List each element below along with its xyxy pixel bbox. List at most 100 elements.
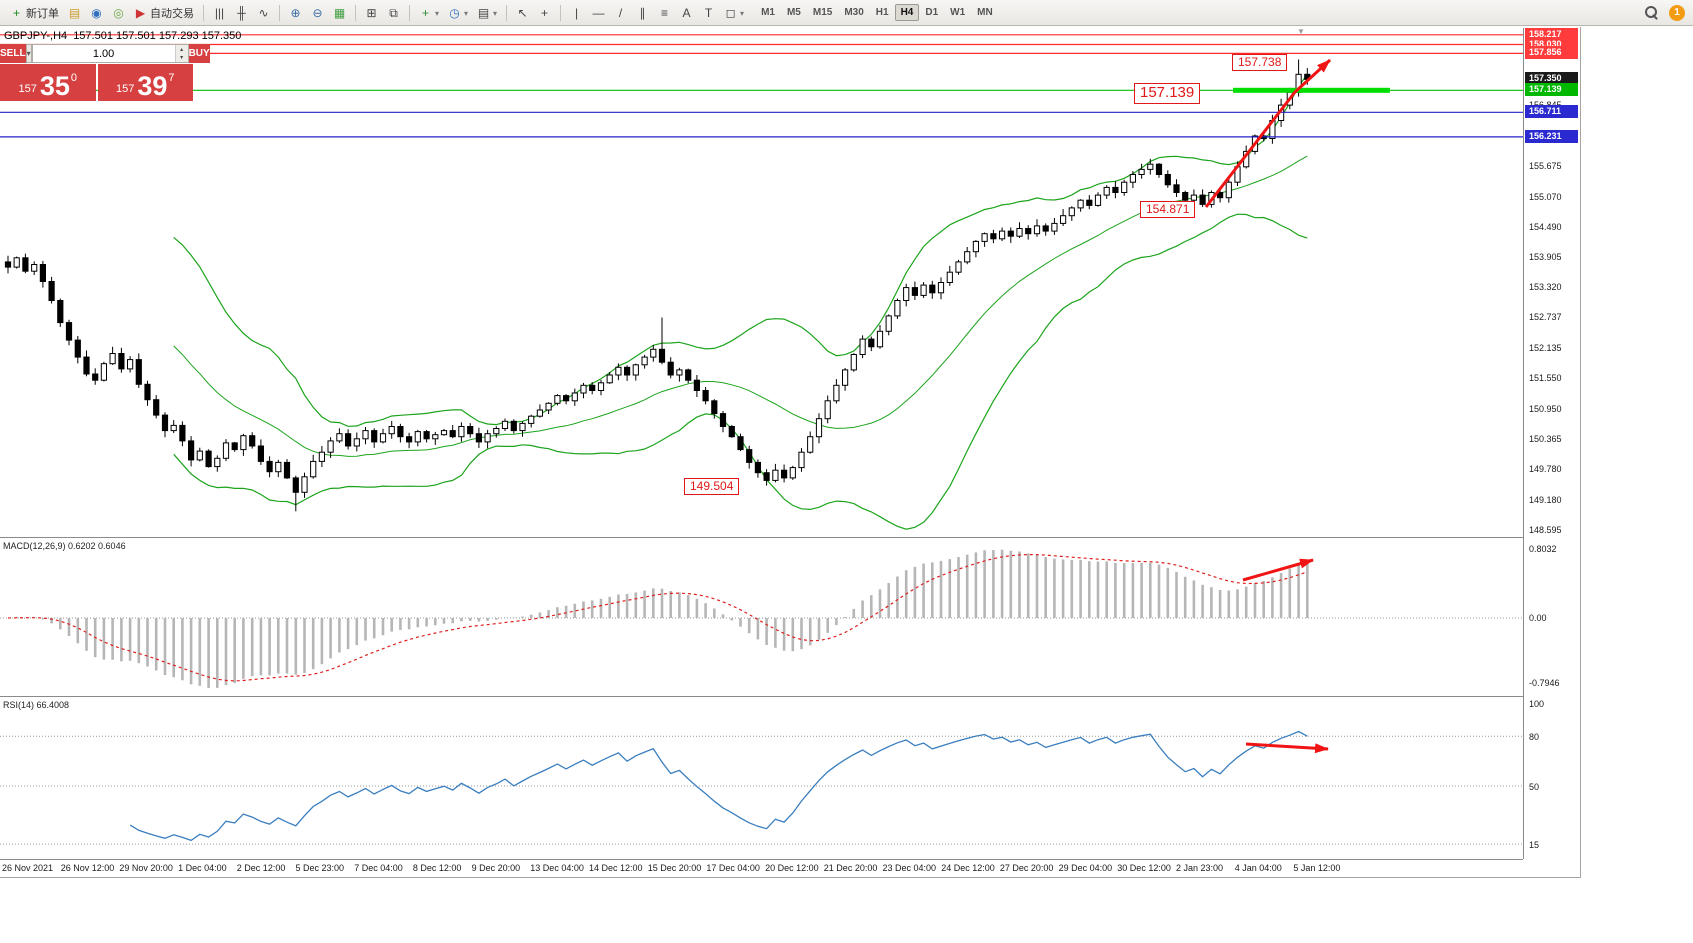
price-annotation[interactable]: 154.871 xyxy=(1140,201,1196,218)
toolbar-separator xyxy=(203,4,204,21)
time-axis-label: 4 Jan 04:00 xyxy=(1234,863,1282,873)
chart-shift-marker[interactable] xyxy=(1297,27,1305,36)
price-axis-tag: 157.139 xyxy=(1525,83,1578,97)
timeframe-m15[interactable]: M15 xyxy=(812,7,833,18)
timeframe-mn[interactable]: MN xyxy=(977,7,993,18)
price-annotation[interactable]: 157.738 xyxy=(1232,54,1288,71)
horizontal-line-button[interactable]: — xyxy=(588,5,609,21)
cursor-button[interactable]: ↖ xyxy=(512,5,533,21)
buy-price-sup: 7 xyxy=(168,72,175,84)
macd-indicator-panel[interactable] xyxy=(0,538,1523,696)
volume-input[interactable] xyxy=(32,45,175,62)
price-axis-tick: 149.180 xyxy=(1529,494,1562,505)
charts-icon: ▤ xyxy=(68,5,81,20)
trend-arrows[interactable] xyxy=(1204,58,1332,208)
timeframe-m1[interactable]: M1 xyxy=(761,7,775,18)
new-chart-button[interactable]: ⊞ xyxy=(361,5,382,21)
templates-button[interactable]: ▤ xyxy=(473,5,501,21)
tile-windows-icon: ⧉ xyxy=(389,5,398,20)
time-axis-label: 7 Dec 04:00 xyxy=(354,863,403,873)
rsi-indicator-panel[interactable] xyxy=(0,697,1523,859)
price-axis-tag: 157.350 xyxy=(1525,72,1578,86)
time-axis-label: 15 Dec 20:00 xyxy=(647,863,702,873)
support-zone xyxy=(1233,87,1390,93)
crosshair-button[interactable]: + xyxy=(534,5,555,21)
rsi-arrow[interactable] xyxy=(1245,742,1329,754)
text-button[interactable]: A xyxy=(676,5,697,21)
notification-badge[interactable]: 1 xyxy=(1669,4,1685,21)
templates-icon: ▤ xyxy=(477,5,490,20)
trade-options-dropdown[interactable] xyxy=(25,44,32,63)
charts-button[interactable]: ▤ xyxy=(64,5,85,21)
price-axis-tick: 152.737 xyxy=(1529,311,1562,322)
price-axis-tag: 157.856 xyxy=(1525,46,1578,60)
price-axis[interactable]: 156.845155.675155.070154.490153.905153.3… xyxy=(1523,27,1580,859)
candle-chart-mode-icon: ╫ xyxy=(237,5,246,20)
macd-histogram xyxy=(15,549,1309,688)
caret-down-icon xyxy=(740,7,744,19)
help-icon: ◎ xyxy=(113,5,124,20)
new-order-button[interactable]: + 新订单 xyxy=(6,3,63,23)
periods-button[interactable]: ◷ xyxy=(444,5,472,21)
panel-separator[interactable] xyxy=(0,537,1523,538)
chart-ohlc-header: GBPJPY-,H4 157.501 157.501 157.293 157.35… xyxy=(4,30,247,42)
timeframe-m30[interactable]: M30 xyxy=(844,7,864,18)
cursor-icon: ↖ xyxy=(517,5,528,20)
sell-price-big: 35 xyxy=(39,71,70,102)
price-axis-tick: 152.135 xyxy=(1529,342,1562,353)
main-price-chart[interactable] xyxy=(0,28,1523,537)
volume-decrease-button[interactable] xyxy=(175,53,188,62)
sell-price-base: 157 xyxy=(18,83,37,95)
crosshair-icon: + xyxy=(541,5,549,20)
chart-window[interactable]: 156.845155.675155.070154.490153.905153.3… xyxy=(0,27,1581,878)
help-button[interactable]: ◎ xyxy=(108,5,129,21)
community-button[interactable]: ◉ xyxy=(86,5,107,21)
auto-trading-icon: ▶ xyxy=(135,5,146,20)
sell-price-sup: 0 xyxy=(70,72,78,84)
buy-price-big: 39 xyxy=(137,71,168,102)
label-button[interactable]: T xyxy=(698,5,719,21)
panel-separator[interactable] xyxy=(0,696,1523,697)
rsi-levels xyxy=(0,735,1523,845)
fibonacci-button[interactable]: ≡ xyxy=(654,5,675,21)
trendline-button[interactable]: / xyxy=(610,5,631,21)
grid-button[interactable]: ▦ xyxy=(329,5,350,21)
macd-signal-line xyxy=(7,554,1308,682)
shapes-button[interactable]: ◻ xyxy=(720,5,748,21)
volume-increase-button[interactable] xyxy=(175,45,188,54)
candle-chart-mode-button[interactable]: ╫ xyxy=(231,5,252,21)
auto-trading-button[interactable]: ▶ 自动交易 xyxy=(130,3,198,23)
zoom-out-button[interactable]: ⊖ xyxy=(307,5,328,21)
indicators-button[interactable]: + xyxy=(415,5,443,21)
bar-chart-mode-button[interactable]: ||| xyxy=(209,5,230,21)
vertical-line-button[interactable]: | xyxy=(566,5,587,21)
time-axis-label: 5 Dec 23:00 xyxy=(295,863,345,873)
tile-windows-button[interactable]: ⧉ xyxy=(383,5,404,21)
timeframe-h1[interactable]: H1 xyxy=(875,7,889,18)
sell-price-button[interactable]: 157 35 0 xyxy=(0,64,96,101)
timeframe-m5[interactable]: M5 xyxy=(786,7,801,18)
zoom-in-button[interactable]: ⊕ xyxy=(285,5,306,21)
timeframe-switcher: M1 M5 M15 M30 H1 H4 D1 W1 MN xyxy=(755,4,999,21)
one-click-trading-panel: SELL BUY 157 35 0 157 39 7 xyxy=(0,44,210,102)
toolbar-separator xyxy=(560,4,562,21)
buy-label[interactable]: BUY xyxy=(188,44,210,63)
sell-label[interactable]: SELL xyxy=(0,44,26,63)
timeframe-d1[interactable]: D1 xyxy=(925,7,939,18)
price-annotation[interactable]: 157.139 xyxy=(1134,83,1201,104)
channel-button[interactable]: ∥ xyxy=(632,5,653,21)
time-axis[interactable]: 26 Nov 2021 26 Nov 12:00 29 Nov 20:00 1 Dec… xyxy=(0,860,1523,877)
new-order-icon: + xyxy=(12,5,20,20)
volume-spinner xyxy=(174,45,188,62)
time-axis-label: 29 Dec 04:00 xyxy=(1058,863,1113,873)
timeframe-w1[interactable]: W1 xyxy=(950,7,966,18)
search-icon[interactable] xyxy=(1645,5,1659,20)
time-axis-label: 21 Dec 20:00 xyxy=(823,863,878,873)
time-axis-label: 30 Dec 12:00 xyxy=(1117,863,1171,873)
price-annotation[interactable]: 149.504 xyxy=(684,478,740,495)
time-axis-label: 20 Dec 12:00 xyxy=(765,863,819,873)
macd-arrow[interactable] xyxy=(1242,558,1314,582)
timeframe-h4[interactable]: H4 xyxy=(894,4,920,21)
line-chart-mode-button[interactable]: ∿ xyxy=(253,5,274,21)
buy-price-button[interactable]: 157 39 7 xyxy=(97,64,193,102)
